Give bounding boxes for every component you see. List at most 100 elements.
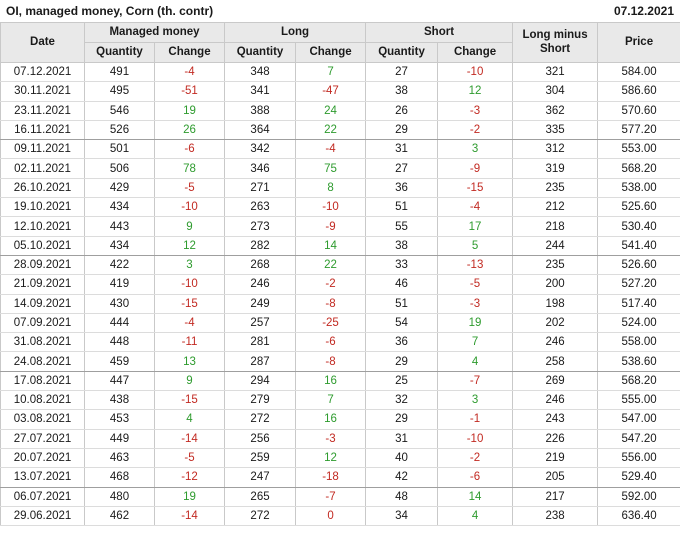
table-row: 24.08.2021 459 13 287 -8 29 4 258 538.60	[0, 351, 680, 372]
lms-cell: 319	[512, 158, 599, 179]
header-long: Long	[224, 22, 367, 43]
change-cell: -10	[153, 274, 226, 295]
quantity-cell: 430	[84, 294, 155, 314]
lms-cell: 198	[512, 294, 599, 314]
date-cell: 13.07.2021	[0, 467, 85, 488]
change-cell: 4	[153, 409, 226, 430]
price-cell: 538.00	[597, 178, 680, 199]
date-cell: 10.08.2021	[0, 390, 85, 411]
date-cell: 09.11.2021	[0, 139, 85, 160]
oi-data-table: Date Managed money Long Short Long minus…	[0, 22, 680, 527]
quantity-cell: 33	[365, 255, 439, 276]
quantity-cell: 506	[84, 158, 155, 179]
change-cell: 78	[153, 158, 226, 179]
lms-cell: 246	[512, 332, 599, 353]
quantity-cell: 419	[84, 274, 155, 295]
price-cell: 570.60	[597, 101, 680, 121]
lms-cell: 218	[512, 216, 599, 237]
change-cell: -4	[295, 139, 367, 160]
price-cell: 529.40	[597, 467, 680, 488]
change-cell: -5	[437, 274, 514, 295]
change-cell: 7	[295, 390, 367, 411]
quantity-cell: 246	[224, 274, 297, 295]
price-cell: 524.00	[597, 313, 680, 334]
quantity-cell: 29	[365, 409, 439, 430]
date-cell: 16.11.2021	[0, 120, 85, 141]
change-cell: 8	[295, 178, 367, 199]
change-cell: 0	[295, 506, 367, 527]
quantity-cell: 51	[365, 294, 439, 314]
date-cell: 14.09.2021	[0, 294, 85, 314]
change-cell: -47	[295, 81, 367, 102]
date-cell: 27.07.2021	[0, 429, 85, 449]
change-cell: -13	[437, 255, 514, 276]
change-cell: 19	[437, 313, 514, 334]
quantity-cell: 281	[224, 332, 297, 353]
change-cell: -6	[153, 139, 226, 160]
price-cell: 568.20	[597, 371, 680, 392]
price-cell: 517.40	[597, 294, 680, 314]
change-cell: 19	[153, 487, 226, 507]
quantity-cell: 449	[84, 429, 155, 449]
table-row: 19.10.2021 434 -10 263 -10 51 -4 212 525.60	[0, 197, 680, 218]
quantity-cell: 462	[84, 506, 155, 527]
quantity-cell: 40	[365, 448, 439, 469]
lms-cell: 205	[512, 467, 599, 488]
lms-cell: 238	[512, 506, 599, 527]
change-cell: -2	[437, 120, 514, 141]
quantity-cell: 438	[84, 390, 155, 411]
table-row: 13.07.2021 468 -12 247 -18 42 -6 205 529.40	[0, 467, 680, 488]
lms-cell: 235	[512, 255, 599, 276]
price-cell: 547.00	[597, 409, 680, 430]
date-cell: 05.10.2021	[0, 236, 85, 256]
date-cell: 26.10.2021	[0, 178, 85, 199]
table-row: 26.10.2021 429 -5 271 8 36 -15 235 538.00	[0, 178, 680, 199]
lms-cell: 335	[512, 120, 599, 141]
lms-cell: 362	[512, 101, 599, 121]
lms-cell: 269	[512, 371, 599, 392]
quantity-cell: 444	[84, 313, 155, 334]
change-cell: -2	[437, 448, 514, 469]
date-cell: 28.09.2021	[0, 255, 85, 276]
change-cell: 9	[153, 371, 226, 392]
quantity-cell: 279	[224, 390, 297, 411]
change-cell: -1	[437, 409, 514, 430]
change-cell: 16	[295, 409, 367, 430]
quantity-cell: 42	[365, 467, 439, 488]
price-cell: 592.00	[597, 487, 680, 507]
quantity-cell: 55	[365, 216, 439, 237]
table-row: 10.08.2021 438 -15 279 7 32 3 246 555.00	[0, 390, 680, 411]
change-cell: -2	[295, 274, 367, 295]
table-row: 29.06.2021 462 -14 272 0 34 4 238 636.40	[0, 506, 680, 527]
header-price: Price	[597, 22, 680, 63]
date-cell: 20.07.2021	[0, 448, 85, 469]
quantity-cell: 26	[365, 101, 439, 121]
price-cell: 556.00	[597, 448, 680, 469]
quantity-cell: 447	[84, 371, 155, 392]
date-cell: 24.08.2021	[0, 351, 85, 372]
quantity-cell: 265	[224, 487, 297, 507]
change-cell: 75	[295, 158, 367, 179]
change-cell: -10	[437, 61, 514, 83]
date-cell: 12.10.2021	[0, 216, 85, 237]
change-cell: 14	[437, 487, 514, 507]
quantity-cell: 388	[224, 101, 297, 121]
header-long-minus-short: Long minus Short	[512, 22, 599, 63]
change-cell: 16	[295, 371, 367, 392]
quantity-cell: 342	[224, 139, 297, 160]
header-managed-money-quantity: Quantity	[84, 42, 155, 63]
change-cell: 9	[153, 216, 226, 237]
header-long-change: Change	[295, 42, 367, 63]
change-cell: 3	[153, 255, 226, 276]
change-cell: 3	[437, 139, 514, 160]
change-cell: -3	[437, 101, 514, 121]
quantity-cell: 34	[365, 506, 439, 527]
quantity-cell: 364	[224, 120, 297, 141]
price-cell: 558.00	[597, 332, 680, 353]
lms-cell: 219	[512, 448, 599, 469]
change-cell: 4	[437, 506, 514, 527]
date-cell: 19.10.2021	[0, 197, 85, 218]
table-row: 14.09.2021 430 -15 249 -8 51 -3 198 517.40	[0, 294, 680, 314]
quantity-cell: 463	[84, 448, 155, 469]
change-cell: -10	[437, 429, 514, 449]
